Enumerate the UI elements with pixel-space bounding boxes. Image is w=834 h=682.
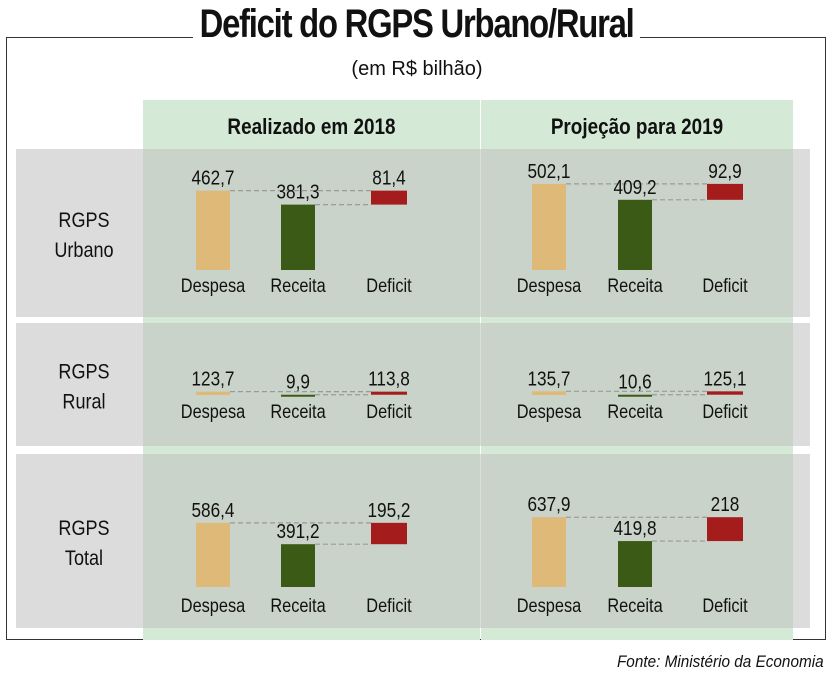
data-label: 419,8 bbox=[613, 517, 656, 540]
data-label: 9,9 bbox=[286, 371, 310, 394]
despesa-bar bbox=[196, 522, 230, 587]
category-label: Receita bbox=[270, 401, 325, 422]
deficit-bar bbox=[371, 522, 407, 545]
deficit-bar bbox=[707, 183, 743, 200]
data-label: 81,4 bbox=[372, 166, 405, 189]
category-label: Deficit bbox=[702, 275, 747, 296]
chart-title-wrap: Deficit do RGPS Urbano/Rural bbox=[0, 2, 834, 47]
data-label: 135,7 bbox=[527, 367, 570, 390]
category-label: Deficit bbox=[366, 275, 411, 296]
data-label: 586,4 bbox=[191, 499, 234, 522]
row-column-overlap bbox=[143, 323, 480, 446]
receita-bar bbox=[281, 394, 315, 397]
despesa-bar bbox=[196, 391, 230, 395]
receita-bar bbox=[281, 204, 315, 270]
category-label: Receita bbox=[270, 275, 325, 296]
deficit-bar bbox=[707, 517, 743, 542]
row-label: Total bbox=[65, 547, 103, 571]
data-label: 391,2 bbox=[276, 520, 319, 543]
data-label: 502,1 bbox=[527, 160, 570, 183]
category-label: Despesa bbox=[517, 595, 582, 616]
category-label: Receita bbox=[607, 275, 662, 296]
despesa-bar bbox=[532, 183, 566, 270]
deficit-bar bbox=[371, 391, 407, 395]
data-label: 218 bbox=[711, 493, 740, 516]
category-label: Receita bbox=[607, 401, 662, 422]
despesa-bar bbox=[532, 517, 566, 587]
row-label: RGPS bbox=[58, 360, 109, 384]
data-label: 409,2 bbox=[613, 176, 656, 199]
chart-subtitle: (em R$ bilhão) bbox=[351, 58, 483, 80]
data-label: 381,3 bbox=[276, 180, 319, 203]
despesa-bar bbox=[532, 391, 566, 395]
row-label: Rural bbox=[62, 390, 105, 414]
receita-bar bbox=[618, 541, 652, 587]
deficit-bar bbox=[707, 391, 743, 395]
category-label: Receita bbox=[270, 595, 325, 616]
row-label: RGPS bbox=[58, 517, 109, 541]
data-label: 125,1 bbox=[703, 367, 746, 390]
row-label: RGPS bbox=[58, 209, 109, 233]
data-label: 637,9 bbox=[527, 493, 570, 516]
category-label: Deficit bbox=[366, 595, 411, 616]
category-label: Despesa bbox=[517, 401, 582, 422]
row-column-overlap bbox=[481, 323, 793, 446]
data-label: 195,2 bbox=[367, 499, 410, 522]
data-label: 113,8 bbox=[368, 367, 410, 390]
chart-title: Deficit do RGPS Urbano/Rural bbox=[193, 2, 641, 47]
category-label: Despesa bbox=[181, 595, 246, 616]
category-label: Deficit bbox=[366, 401, 411, 422]
column-header: Realizado em 2018 bbox=[227, 115, 395, 140]
receita-bar bbox=[281, 544, 315, 587]
deficit-bar bbox=[371, 190, 407, 205]
data-label: 10,6 bbox=[618, 370, 651, 393]
category-label: Receita bbox=[607, 595, 662, 616]
data-label: 462,7 bbox=[191, 166, 234, 189]
data-label: 92,9 bbox=[708, 160, 741, 183]
receita-bar bbox=[618, 199, 652, 270]
despesa-bar bbox=[196, 190, 230, 270]
category-label: Despesa bbox=[517, 275, 582, 296]
row-label: Urbano bbox=[54, 239, 113, 263]
category-label: Deficit bbox=[702, 401, 747, 422]
receita-bar bbox=[618, 394, 652, 397]
category-label: Deficit bbox=[702, 595, 747, 616]
category-label: Despesa bbox=[181, 275, 246, 296]
data-label: 123,7 bbox=[191, 367, 234, 390]
source-note: Fonte: Ministério da Economia bbox=[617, 652, 824, 671]
category-label: Despesa bbox=[181, 401, 246, 422]
column-header: Projeção para 2019 bbox=[551, 115, 723, 140]
